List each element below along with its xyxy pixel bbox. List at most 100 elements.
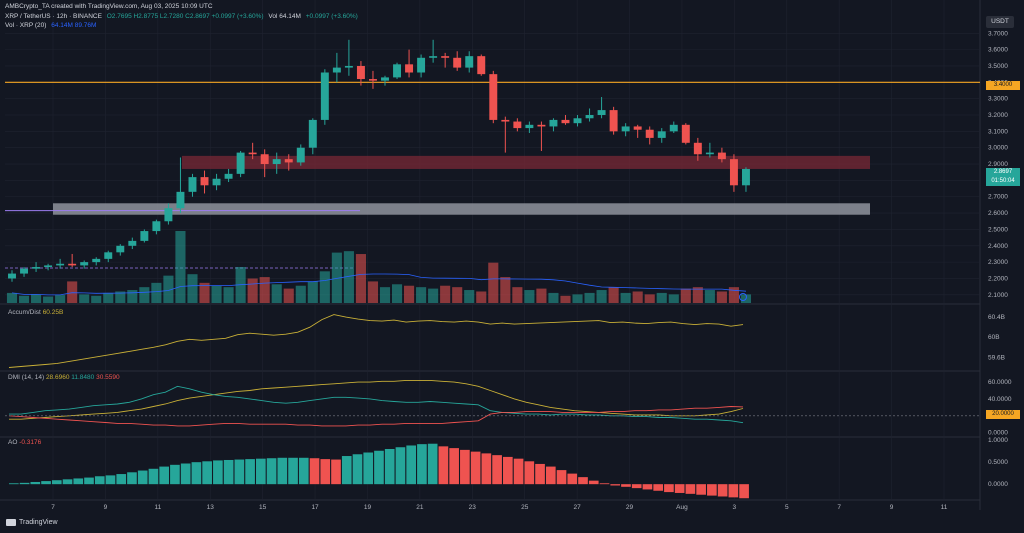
volume-bar [620,292,631,303]
candle-body [188,177,197,192]
ao-bar [245,459,255,485]
time-tick-label: 29 [626,504,634,511]
ao-bar [728,484,739,498]
candle [453,51,462,71]
time-tick-label: Aug [676,504,688,511]
candle [537,121,546,151]
candle-body [609,110,618,132]
candle-body [645,129,654,138]
candle-body [489,74,498,120]
ao-bar [191,462,202,485]
vol-xrp-label[interactable]: Vol · XRP (20) [5,22,47,29]
accum-tick-label: 59.6B [988,354,1005,361]
ao-bar [116,474,127,485]
candle [489,70,498,124]
volume-bar [512,287,523,303]
volume-bar [536,288,547,303]
time-tick-label: 7 [51,504,55,511]
candle-body [657,131,666,138]
volume-bar [404,285,415,303]
candle [128,237,137,250]
time-tick-label: 11 [941,504,948,511]
ao-bar [717,484,728,497]
currency-badge[interactable]: USDT [986,16,1014,28]
candle [356,61,365,86]
ao-bar [653,484,664,491]
accum-dist-line [8,314,744,368]
price-tick-label: 3.6000 [988,47,1008,54]
ao-bar [395,447,406,485]
volume-bar [391,284,403,303]
volume-bar [67,281,78,303]
minus-di-line [8,406,744,427]
tv-logo-icon [6,519,16,526]
candle [573,115,582,127]
symbol-title[interactable]: XRP / TetherUS · 12h · BINANCE [5,13,102,20]
volume-bar [319,271,330,303]
candle [585,108,594,122]
candle-body [669,124,678,132]
accum-label[interactable]: Accum/Dist [8,309,41,316]
candle-body [368,79,377,81]
candle-body [44,265,53,268]
ao-bar [51,480,62,485]
dmi-tick-label: 40.0000 [988,396,1012,403]
volume-bar [379,287,391,303]
ao-bar [524,461,535,485]
ao-bar [470,451,481,485]
ao-bar [105,475,116,485]
volume-bar [18,295,30,303]
accum-tick-label: 60B [988,334,1000,341]
volume-bar [440,285,451,303]
ao-bar [567,473,578,485]
candle-body [693,142,702,155]
candle-body [381,77,389,81]
volume-bar [644,294,655,303]
time-tick-label: 15 [259,504,267,511]
ao-bar [599,483,610,485]
volume-bar [187,274,198,303]
candle [272,152,281,174]
candle-body [393,64,402,78]
time-tick-label: 7 [837,504,841,511]
ao-bar [449,448,459,485]
ao-label[interactable]: AO [8,439,18,446]
candle-body [80,262,89,266]
volume-bar [572,294,583,303]
time-tick-label: 27 [574,504,582,511]
volume-bar [680,288,691,303]
candle [320,69,329,125]
ao-bar [127,472,137,485]
volume-bar [259,277,270,303]
volume-bar [331,252,342,303]
dmi-tick-label: 0.0000 [988,430,1008,437]
ao-bar [41,481,51,485]
time-tick-label: 11 [154,504,161,511]
volume-bar [608,287,619,303]
time-tick-label: 21 [416,504,424,511]
dmi-label[interactable]: DMI (14, 14) [8,374,45,381]
ao-bar [223,459,234,485]
ao-bar [159,466,170,485]
tradingview-logo[interactable]: TradingView [6,519,58,526]
candle-body [224,173,233,179]
candle-body [441,56,450,58]
candle-body [248,152,257,155]
volume-bar [103,292,114,303]
candle-body [212,178,221,186]
price-tick-label: 3.5000 [988,63,1008,70]
candle [501,116,510,153]
candle [477,54,486,76]
candle-body [296,147,305,163]
candle-body [585,115,594,119]
candle [693,137,702,161]
candle [429,39,438,63]
candle-body [573,118,582,124]
ao-bar [503,456,513,485]
ao-bar [492,455,502,485]
candle-body [513,121,522,129]
time-tick-label: 19 [364,504,372,511]
time-tick-label: 23 [469,504,477,511]
candle [32,262,41,272]
